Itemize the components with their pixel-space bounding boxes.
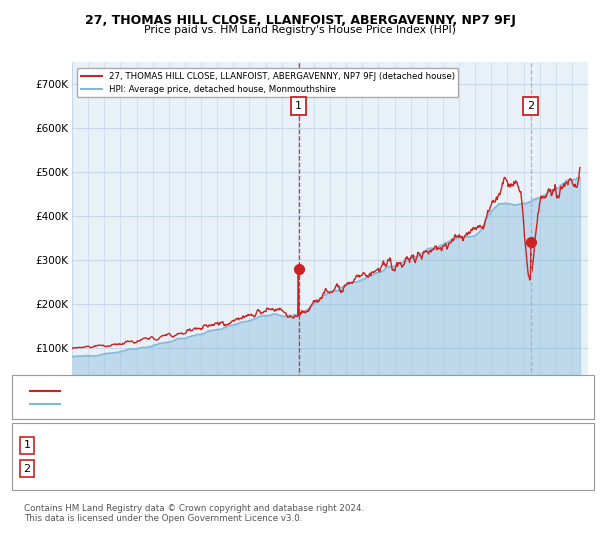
Text: 15% ↑ HPI: 15% ↑ HPI: [342, 440, 401, 450]
Text: Price paid vs. HM Land Registry's House Price Index (HPI): Price paid vs. HM Land Registry's House …: [144, 25, 456, 35]
Text: £280,000: £280,000: [216, 440, 269, 450]
Text: £340,000: £340,000: [216, 464, 269, 474]
Text: 2: 2: [527, 101, 535, 111]
Text: 27, THOMAS HILL CLOSE, LLANFOIST, ABERGAVENNY, NP7 9FJ (detached house): 27, THOMAS HILL CLOSE, LLANFOIST, ABERGA…: [66, 386, 426, 395]
Text: 1: 1: [295, 101, 302, 111]
Text: 20-JUN-2023: 20-JUN-2023: [69, 464, 140, 474]
Text: 26% ↓ HPI: 26% ↓ HPI: [342, 464, 401, 474]
Text: 1: 1: [23, 440, 31, 450]
Legend: 27, THOMAS HILL CLOSE, LLANFOIST, ABERGAVENNY, NP7 9FJ (detached house), HPI: Av: 27, THOMAS HILL CLOSE, LLANFOIST, ABERGA…: [77, 68, 458, 97]
Text: 23-JAN-2009: 23-JAN-2009: [69, 440, 139, 450]
Text: 2: 2: [23, 464, 31, 474]
Text: HPI: Average price, detached house, Monmouthshire: HPI: Average price, detached house, Monm…: [66, 399, 304, 408]
Text: 27, THOMAS HILL CLOSE, LLANFOIST, ABERGAVENNY, NP7 9FJ: 27, THOMAS HILL CLOSE, LLANFOIST, ABERGA…: [85, 14, 515, 27]
Text: Contains HM Land Registry data © Crown copyright and database right 2024.
This d: Contains HM Land Registry data © Crown c…: [24, 504, 364, 524]
